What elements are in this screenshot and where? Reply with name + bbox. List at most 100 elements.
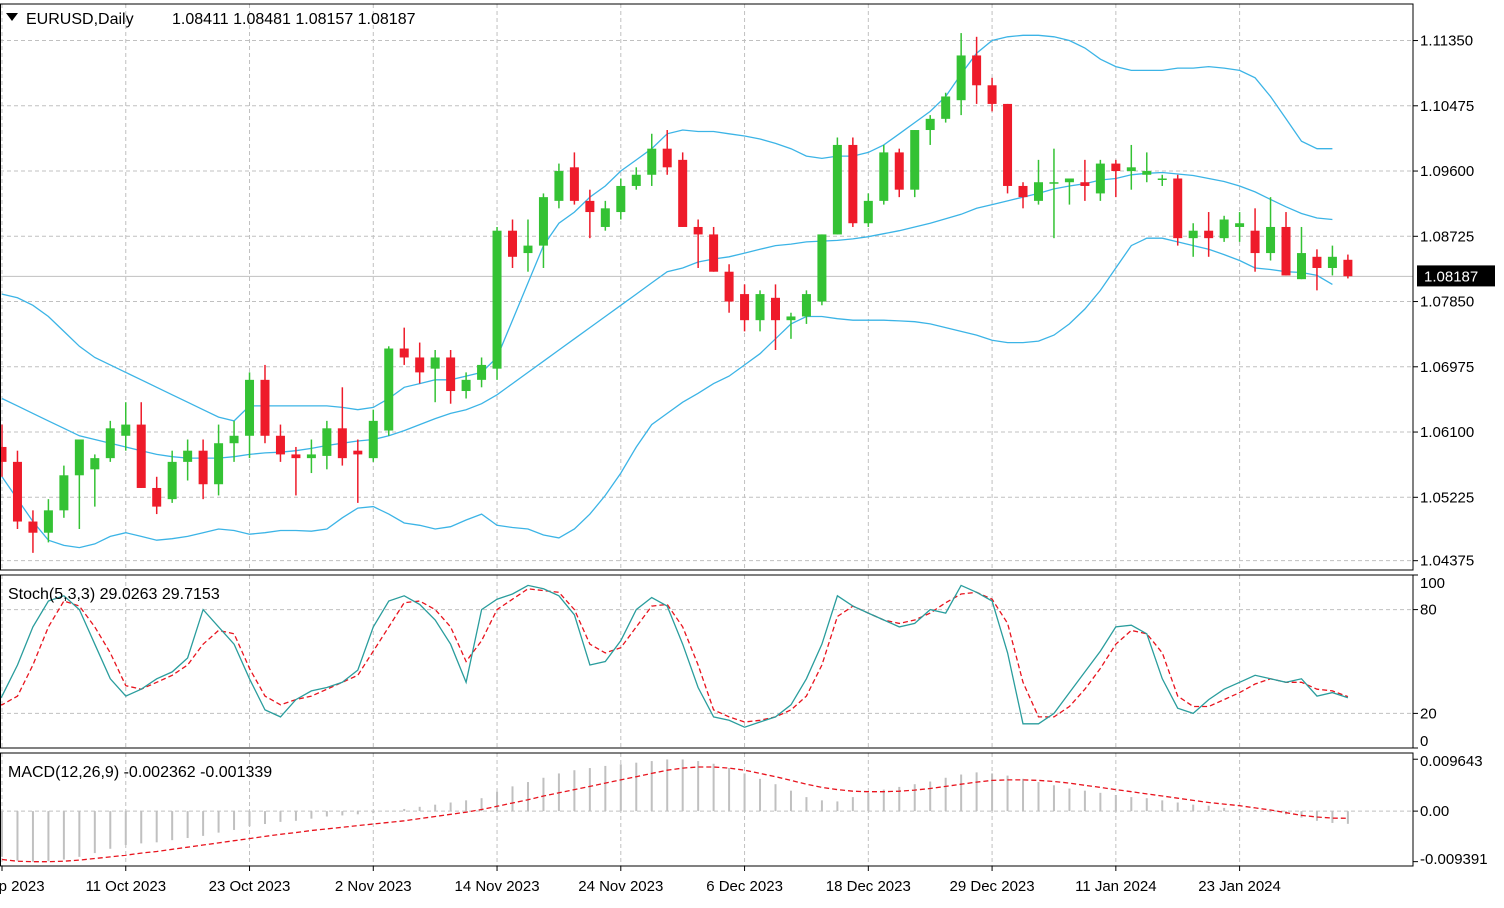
candle[interactable] [1126, 144, 1136, 190]
candle[interactable] [152, 476, 162, 515]
candle[interactable] [755, 290, 765, 332]
candle[interactable] [260, 364, 270, 444]
candle[interactable] [275, 424, 285, 462]
candle[interactable] [523, 219, 533, 272]
candle[interactable] [801, 290, 811, 324]
candle[interactable] [1157, 174, 1167, 186]
candle[interactable] [74, 439, 84, 529]
candle[interactable] [600, 200, 610, 231]
candle[interactable] [291, 446, 301, 496]
candle[interactable] [59, 465, 69, 518]
candle[interactable] [136, 402, 146, 488]
candle[interactable] [709, 226, 719, 272]
candle[interactable] [90, 454, 100, 507]
candle[interactable] [771, 284, 780, 351]
candle[interactable] [538, 193, 548, 268]
candle[interactable] [879, 144, 889, 205]
candle[interactable] [554, 163, 564, 209]
candle[interactable] [121, 402, 131, 451]
price-panel[interactable] [0, 33, 1413, 553]
candle[interactable] [1111, 159, 1121, 198]
stochastic-panel[interactable] [0, 584, 1349, 728]
candle[interactable] [446, 350, 456, 404]
candle[interactable] [956, 33, 966, 116]
candle[interactable] [214, 424, 224, 496]
candle[interactable] [1235, 212, 1245, 242]
candle[interactable] [245, 372, 255, 459]
candle[interactable] [0, 424, 7, 477]
candle[interactable] [167, 450, 177, 503]
candle[interactable] [1250, 208, 1260, 272]
candle[interactable] [1064, 178, 1074, 205]
candle[interactable] [941, 92, 951, 123]
candle[interactable] [740, 284, 750, 332]
candle-body [941, 96, 951, 119]
candle[interactable] [616, 178, 626, 220]
candle[interactable] [477, 357, 487, 388]
candle[interactable] [1312, 249, 1322, 291]
candle[interactable] [693, 219, 703, 268]
candle[interactable] [647, 133, 657, 186]
candle[interactable] [569, 152, 579, 205]
candle[interactable] [631, 167, 641, 190]
candle[interactable] [306, 439, 316, 474]
candle[interactable] [894, 148, 904, 198]
candle-body [616, 185, 626, 213]
candle[interactable] [368, 409, 378, 462]
candle[interactable] [1142, 152, 1152, 183]
candle[interactable] [972, 36, 982, 104]
candle[interactable] [678, 152, 688, 227]
candle[interactable] [910, 130, 920, 198]
candle[interactable] [384, 346, 394, 436]
candle[interactable] [1003, 103, 1013, 194]
candle[interactable] [1049, 148, 1059, 239]
candle[interactable] [28, 510, 38, 553]
candle[interactable] [1188, 223, 1198, 257]
candle[interactable] [353, 439, 363, 503]
candle[interactable] [987, 77, 997, 112]
candle[interactable] [415, 342, 425, 384]
candle[interactable] [12, 450, 22, 529]
triangle-down-icon[interactable] [6, 13, 18, 21]
candle[interactable] [198, 439, 208, 500]
candle[interactable] [461, 372, 471, 399]
candle-body [1173, 178, 1183, 239]
candle[interactable] [105, 420, 115, 462]
candle[interactable] [337, 387, 347, 466]
candle-body [105, 428, 115, 459]
candle[interactable] [1296, 226, 1306, 280]
candle[interactable] [492, 226, 502, 380]
candle[interactable] [832, 137, 842, 235]
candle[interactable] [183, 439, 193, 481]
macd-panel[interactable] [1, 759, 1349, 863]
candle[interactable] [585, 189, 595, 239]
candle[interactable] [1219, 215, 1229, 242]
candle-body [662, 148, 672, 168]
candle[interactable] [662, 130, 672, 175]
candle[interactable] [1095, 159, 1105, 201]
candle[interactable] [430, 350, 440, 403]
candle[interactable] [848, 137, 858, 227]
candle[interactable] [925, 115, 935, 145]
candle[interactable] [1327, 245, 1337, 276]
candle[interactable] [1080, 159, 1090, 201]
candle[interactable] [1033, 159, 1043, 205]
candle[interactable] [229, 420, 239, 462]
candle[interactable] [1343, 254, 1353, 279]
candle[interactable] [322, 420, 332, 470]
candle[interactable] [508, 219, 518, 268]
candle-body [245, 379, 255, 436]
candle[interactable] [43, 499, 53, 543]
candle[interactable] [1266, 197, 1276, 261]
candle[interactable] [1281, 212, 1291, 276]
candle[interactable] [724, 264, 734, 313]
candle[interactable] [1018, 182, 1028, 209]
candle[interactable] [786, 312, 796, 339]
candle[interactable] [817, 234, 827, 306]
candle[interactable] [1204, 212, 1214, 257]
candle[interactable] [1173, 174, 1183, 246]
candle[interactable] [863, 193, 873, 227]
candle-body [554, 171, 564, 201]
candle[interactable] [399, 327, 409, 365]
